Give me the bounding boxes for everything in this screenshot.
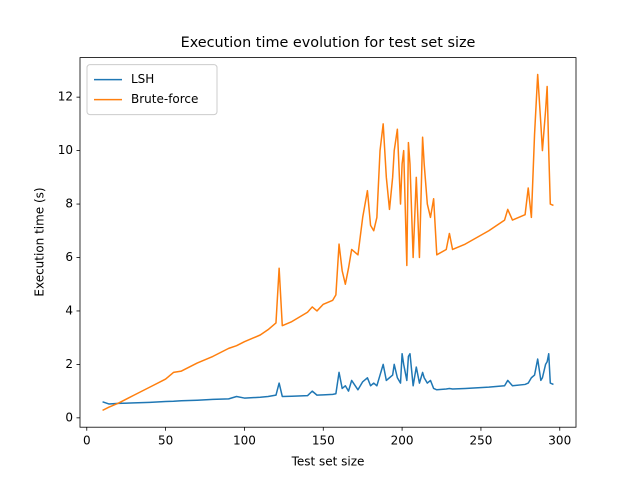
chart-title: Execution time evolution for test set si… xyxy=(181,35,476,51)
y-tick-label: 0 xyxy=(65,410,73,424)
plot-frame xyxy=(79,57,577,428)
y-tick-label: 2 xyxy=(65,357,73,371)
y-tick-label: 12 xyxy=(58,90,73,104)
y-tick-label: 10 xyxy=(58,143,73,157)
x-tick-label: 50 xyxy=(158,434,173,448)
x-tick-label: 150 xyxy=(312,434,335,448)
x-tick-label: 300 xyxy=(548,434,571,448)
x-tick-label: 100 xyxy=(233,434,256,448)
data-line xyxy=(102,73,554,412)
y-tick-label: 4 xyxy=(65,303,73,317)
y-tick-label: 8 xyxy=(65,197,73,211)
y-axis-label: Execution time (s) xyxy=(33,187,47,296)
legend-label: Brute-force xyxy=(131,92,198,106)
y-tick-label: 6 xyxy=(65,250,73,264)
x-tick-label: 200 xyxy=(391,434,414,448)
legend-box xyxy=(86,64,218,116)
data-line xyxy=(102,352,554,405)
legend-label: LSH xyxy=(131,72,154,86)
x-tick-label: 0 xyxy=(83,434,91,448)
x-axis-label: Test set size xyxy=(291,455,365,469)
x-tick-label: 250 xyxy=(469,434,492,448)
